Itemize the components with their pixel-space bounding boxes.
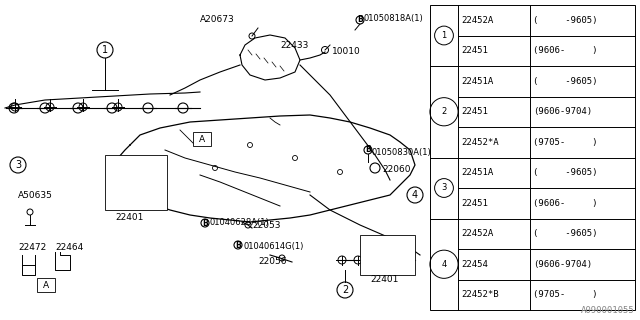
Text: B: B <box>357 15 363 25</box>
Text: 22060: 22060 <box>382 165 410 174</box>
Text: 22472: 22472 <box>18 244 46 252</box>
Text: 22451A: 22451A <box>461 168 493 177</box>
Text: A20673: A20673 <box>200 15 235 25</box>
Text: 22053: 22053 <box>252 220 280 229</box>
Bar <box>193 132 211 146</box>
Text: 01040628A(1): 01040628A(1) <box>210 218 269 227</box>
Text: (     -9605): ( -9605) <box>533 16 598 25</box>
Text: (     -9605): ( -9605) <box>533 229 598 238</box>
Text: (9606-     ): (9606- ) <box>533 46 598 55</box>
Text: 2: 2 <box>442 107 447 116</box>
Text: B: B <box>365 146 371 155</box>
Text: B: B <box>202 219 208 228</box>
Text: 22452A: 22452A <box>461 16 493 25</box>
Text: 01050818A(1): 01050818A(1) <box>363 13 423 22</box>
Text: 22401: 22401 <box>116 213 144 222</box>
Text: (     -9605): ( -9605) <box>533 77 598 86</box>
Text: (9705-     ): (9705- ) <box>533 290 598 299</box>
Text: 22451: 22451 <box>461 46 488 55</box>
Bar <box>360 235 415 275</box>
Text: 22452A: 22452A <box>461 229 493 238</box>
Text: 22451: 22451 <box>461 199 488 208</box>
Text: 4: 4 <box>442 260 447 269</box>
Text: (9606-     ): (9606- ) <box>533 199 598 208</box>
Text: 22454: 22454 <box>461 260 488 269</box>
Bar <box>430 5 635 310</box>
Text: 22401: 22401 <box>371 276 399 284</box>
Text: 22452*B: 22452*B <box>461 290 499 299</box>
Text: 22451A: 22451A <box>461 77 493 86</box>
Text: B: B <box>235 241 241 250</box>
Text: 3: 3 <box>442 183 447 193</box>
Text: 01050830A(1): 01050830A(1) <box>372 148 432 156</box>
Text: 22433: 22433 <box>280 41 308 50</box>
Bar <box>37 278 55 292</box>
Text: 10010: 10010 <box>332 47 361 57</box>
Text: A090001055: A090001055 <box>581 306 635 315</box>
Bar <box>105 155 167 210</box>
Text: 1: 1 <box>442 31 447 40</box>
Text: 3: 3 <box>15 160 21 170</box>
Text: 22056: 22056 <box>258 258 287 267</box>
Text: A: A <box>43 281 49 290</box>
Text: 22451: 22451 <box>461 107 488 116</box>
Text: (     -9605): ( -9605) <box>533 168 598 177</box>
Text: A: A <box>199 134 205 143</box>
Text: (9705-     ): (9705- ) <box>533 138 598 147</box>
Text: 22464: 22464 <box>55 244 83 252</box>
Text: 4: 4 <box>412 190 418 200</box>
Text: 22452*A: 22452*A <box>461 138 499 147</box>
Text: 2: 2 <box>342 285 348 295</box>
Text: A50635: A50635 <box>18 190 53 199</box>
Text: 1: 1 <box>102 45 108 55</box>
Text: (9606-9704): (9606-9704) <box>533 107 592 116</box>
Text: 01040614G(1): 01040614G(1) <box>243 242 303 251</box>
Text: (9606-9704): (9606-9704) <box>533 260 592 269</box>
